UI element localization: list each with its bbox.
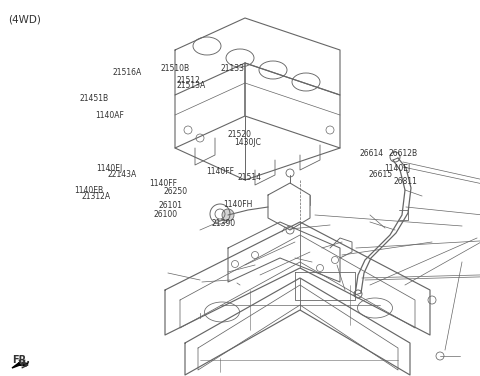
- Text: 26614: 26614: [359, 149, 383, 158]
- Text: 1140FF: 1140FF: [149, 179, 177, 188]
- Text: 26100: 26100: [154, 210, 178, 219]
- Text: 1430JC: 1430JC: [234, 138, 261, 147]
- Text: 26101: 26101: [158, 201, 182, 210]
- Polygon shape: [12, 362, 28, 368]
- Text: 1140AF: 1140AF: [95, 111, 124, 120]
- Text: 1140FF: 1140FF: [206, 167, 234, 176]
- Text: 1140FH: 1140FH: [223, 200, 252, 209]
- Text: 21514: 21514: [238, 173, 262, 182]
- Text: 21510B: 21510B: [161, 64, 190, 73]
- Text: 21512: 21512: [177, 76, 201, 85]
- Text: 26811: 26811: [394, 177, 418, 186]
- Text: 21312A: 21312A: [82, 192, 111, 201]
- Text: 1140EB: 1140EB: [74, 186, 104, 195]
- Text: 26615: 26615: [369, 170, 393, 179]
- Text: (4WD): (4WD): [8, 14, 41, 24]
- Text: 21133: 21133: [221, 64, 245, 73]
- Text: 26250: 26250: [163, 187, 187, 196]
- Text: 22143A: 22143A: [108, 170, 137, 179]
- Text: 21390: 21390: [211, 219, 235, 228]
- Text: 21513A: 21513A: [177, 81, 206, 90]
- Text: 1140EJ: 1140EJ: [96, 164, 122, 173]
- Text: 26612B: 26612B: [389, 149, 418, 158]
- Text: FR.: FR.: [12, 355, 30, 365]
- Text: 21451B: 21451B: [79, 94, 108, 103]
- Text: 21516A: 21516A: [113, 68, 142, 77]
- Text: 21520: 21520: [228, 130, 252, 139]
- Circle shape: [222, 209, 234, 221]
- Text: 1140EJ: 1140EJ: [384, 164, 410, 173]
